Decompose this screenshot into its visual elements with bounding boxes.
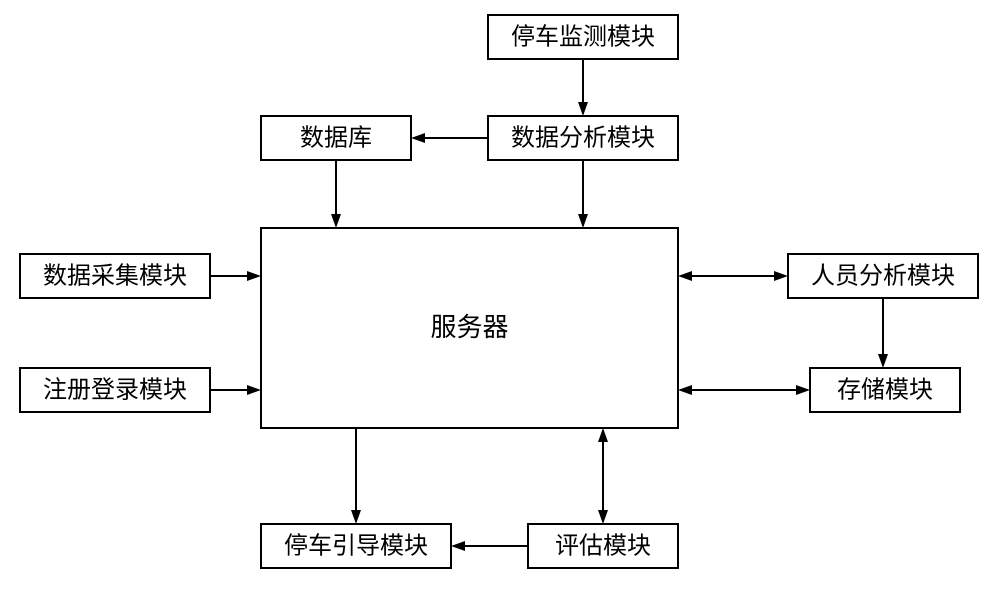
- edge-evaluate-parking_guide: [451, 541, 528, 551]
- arrowhead-icon: [351, 510, 361, 524]
- node-parking_monitor-label: 停车监测模块: [511, 24, 655, 51]
- node-data_analysis: 数据分析模块: [488, 116, 678, 160]
- nodes-layer: 停车监测模块数据库 数据分析模块数据采集模块注册登录模块 服务器 人员分析模块存储模块…: [20, 15, 978, 568]
- node-data_analysis-label: 数据分析模块: [511, 125, 655, 152]
- edge-person_analysis-storage: [878, 298, 888, 368]
- edge-server-evaluate: [598, 428, 608, 524]
- node-register_login: 注册登录模块: [20, 368, 210, 412]
- edge-data_analysis-database: [411, 133, 488, 143]
- edge-server-parking_guide: [351, 428, 361, 524]
- node-evaluate-label: 评估模块: [555, 533, 651, 560]
- arrowhead-icon: [451, 541, 465, 551]
- arrowhead-icon: [578, 102, 588, 116]
- node-storage-label: 存储模块: [837, 377, 933, 404]
- edge-register_login-server: [210, 385, 261, 395]
- flowchart-canvas: 停车监测模块数据库 数据分析模块数据采集模块注册登录模块 服务器 人员分析模块存储模块…: [0, 0, 1000, 603]
- arrowhead-icon: [878, 354, 888, 368]
- node-data_collect-label: 数据采集模块: [43, 263, 187, 290]
- arrowhead-icon: [247, 385, 261, 395]
- arrowhead-icon: [598, 510, 608, 524]
- edge-server-storage: [678, 385, 810, 395]
- node-server-label: 服务器: [430, 313, 508, 342]
- arrowhead-icon: [578, 214, 588, 228]
- node-evaluate: 评估模块: [528, 524, 678, 568]
- edge-server-person_analysis: [678, 271, 788, 281]
- arrowhead-icon: [331, 214, 341, 228]
- node-storage: 存储模块: [810, 368, 960, 412]
- node-database: 数据库: [261, 116, 411, 160]
- arrowhead-icon: [678, 271, 692, 281]
- arrowhead-icon: [796, 385, 810, 395]
- node-parking_monitor: 停车监测模块: [488, 15, 678, 59]
- arrowhead-icon: [678, 385, 692, 395]
- edge-parking_monitor-data_analysis: [578, 59, 588, 116]
- node-parking_guide-label: 停车引导模块: [284, 533, 428, 560]
- node-parking_guide: 停车引导模块: [261, 524, 451, 568]
- edge-data_analysis-server: [578, 160, 588, 228]
- arrowhead-icon: [598, 428, 608, 442]
- arrowhead-icon: [774, 271, 788, 281]
- node-person_analysis-label: 人员分析模块: [811, 263, 955, 290]
- arrowhead-icon: [247, 271, 261, 281]
- arrowhead-icon: [411, 133, 425, 143]
- edge-database-server: [331, 160, 341, 228]
- edge-data_collect-server: [210, 271, 261, 281]
- node-database-label: 数据库: [300, 125, 372, 152]
- node-person_analysis: 人员分析模块: [788, 254, 978, 298]
- node-server: 服务器: [261, 228, 678, 428]
- node-data_collect: 数据采集模块: [20, 254, 210, 298]
- node-register_login-label: 注册登录模块: [43, 377, 187, 404]
